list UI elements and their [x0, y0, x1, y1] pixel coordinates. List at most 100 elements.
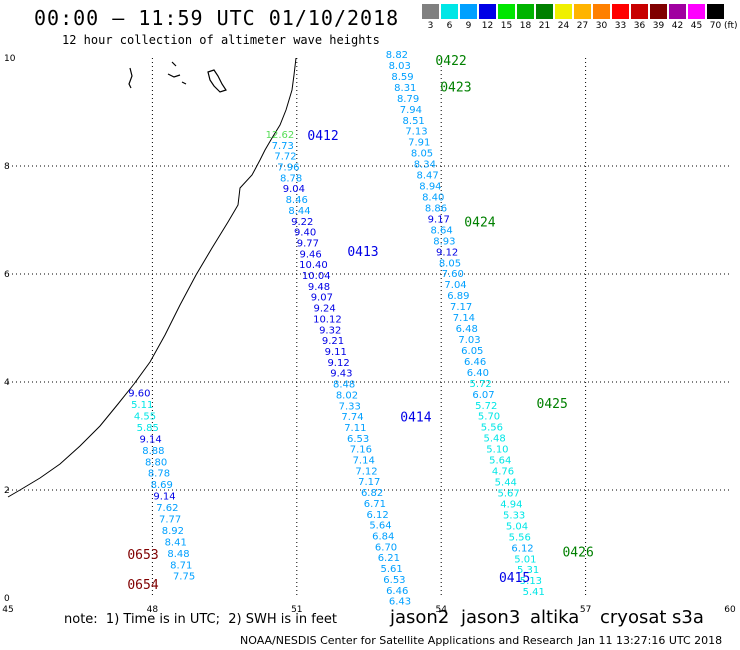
wave-height-value: 7.17	[358, 477, 380, 488]
wave-height-value: 7.14	[453, 313, 475, 324]
wave-height-value: 6.82	[361, 488, 383, 499]
wave-height-value: 8.48	[167, 549, 189, 560]
wave-height-value: 9.40	[294, 228, 316, 239]
wave-height-value: 8.93	[433, 236, 455, 247]
wave-height-value: 8.86	[425, 203, 447, 214]
wave-height-value: 6.12	[511, 543, 533, 554]
wave-height-value: 7.91	[408, 138, 430, 149]
wave-height-value: 5.70	[478, 412, 500, 423]
wave-height-value: 5.10	[486, 445, 508, 456]
wave-height-value: 6.43	[389, 597, 411, 608]
wave-height-value: 5.41	[523, 587, 545, 598]
colorbar-label: 45	[690, 21, 703, 31]
wave-height-value: 5.44	[495, 478, 517, 489]
wave-height-value: 4.76	[492, 467, 514, 478]
colorbar-label: 24	[557, 21, 570, 31]
wave-height-value: 7.75	[173, 572, 195, 583]
colorbar-label: 42	[671, 21, 684, 31]
wave-height-value: 9.24	[313, 304, 335, 315]
colorbar-label: 18	[519, 21, 532, 31]
generation-timestamp: Jan 11 13:27:16 UTC 2018	[578, 634, 723, 647]
wave-height-value: 7.16	[350, 445, 372, 456]
wave-height-value: 7.72	[274, 152, 296, 163]
lon-tick-label: 57	[580, 605, 591, 615]
wave-height-value: 7.13	[405, 127, 427, 138]
wave-height-value: 8.94	[419, 182, 441, 193]
wave-height-value: 7.62	[156, 503, 178, 514]
wave-height-value: 8.02	[336, 390, 358, 401]
wave-height-value: 8.79	[397, 94, 419, 105]
wave-height-value: 8.46	[286, 195, 308, 206]
wave-height-value: 9.32	[319, 325, 341, 336]
wave-height-value: 4.55	[134, 411, 156, 422]
wave-height-value: 7.12	[355, 466, 377, 477]
island-shape	[167, 61, 187, 85]
colorbar-swatch	[669, 4, 686, 19]
wave-height-value: 5.72	[470, 379, 492, 390]
pass-time-labels: 0422 0423 0412 0424 0413 0425 0414 0426 0415 0653…	[127, 54, 593, 593]
wave-height-value: 8.78	[148, 469, 170, 480]
credit-line: NOAA/NESDIS Center for Satellite Applica…	[240, 634, 574, 647]
colorbar-label: 33	[614, 21, 627, 31]
satellite-cryosat: cryosat	[600, 607, 667, 628]
wave-height-value: 5.67	[497, 488, 519, 499]
lat-tick-label: 4	[4, 378, 10, 388]
wave-height-value: 8.64	[430, 225, 452, 236]
colorbar-label: 39	[652, 21, 665, 31]
wave-height-value: 5.48	[483, 434, 505, 445]
colorbar-swatch	[593, 4, 610, 19]
wave-height-value: 8.05	[411, 149, 433, 160]
lat-tick-label: 6	[4, 270, 10, 280]
pass-time-label: 0653	[127, 548, 158, 563]
colorbar-swatch	[650, 4, 667, 19]
wave-height-value: 5.33	[503, 510, 525, 521]
colorbar-label: 27	[576, 21, 589, 31]
wave-height-value: 7.14	[353, 456, 375, 467]
wave-height-value: 5.01	[514, 554, 536, 565]
grid-lines	[8, 58, 730, 598]
pass-time-label: 0422	[435, 54, 466, 69]
colorbar-swatch	[498, 4, 515, 19]
wave-height-value: 7.11	[344, 423, 366, 434]
colorbar-swatch	[688, 4, 705, 19]
colorbar-label: 36	[633, 21, 646, 31]
pass-time-label: 0423	[440, 80, 471, 95]
colorbar-swatch	[460, 4, 477, 19]
colorbar-swatch	[479, 4, 496, 19]
wave-height-value: 6.12	[367, 510, 389, 521]
pass-time-label: 0424	[464, 215, 495, 230]
wave-height-value: 8.51	[403, 116, 425, 127]
wave-height-value: 5.64	[369, 521, 391, 532]
wave-height-value: 5.13	[520, 576, 542, 587]
lon-tick-label: 48	[147, 605, 159, 615]
wave-height-value: 6.84	[372, 532, 394, 543]
colorbar-swatch	[555, 4, 572, 19]
wave-height-value: 7.96	[277, 162, 299, 173]
wave-height-value: 8.05	[439, 258, 461, 269]
wave-height-value: 9.22	[291, 217, 313, 228]
wave-height-value: 10.04	[302, 271, 331, 282]
wave-height-value: 6.05	[461, 346, 483, 357]
coastline	[7, 57, 297, 498]
wave-height-value: 8.03	[389, 61, 411, 72]
satellite-jason3: jason3	[461, 607, 521, 628]
colorbar-label: 6	[446, 21, 453, 31]
lat-tick-label: 8	[4, 162, 10, 172]
axis-tick-labels: 45 48 51 54 57 60 0 2 4 6 8 10	[2, 54, 736, 615]
wave-height-value: 7.73	[272, 141, 294, 152]
pass-time-label: 0412	[307, 129, 338, 144]
colorbar-label: 21	[538, 21, 551, 31]
colorbar-label: 15	[500, 21, 513, 31]
colorbar-swatch	[631, 4, 648, 19]
satellite-jason2: jason2	[390, 607, 450, 628]
island-shape	[128, 67, 133, 89]
colorbar-swatch	[574, 4, 591, 19]
island-shape	[207, 69, 227, 93]
wave-height-value: 8.88	[142, 446, 164, 457]
wave-height-value: 7.94	[400, 105, 422, 116]
colorbar-unit: (ft)	[724, 21, 738, 31]
wave-height-value: 9.12	[327, 358, 349, 369]
wave-height-value: 9.46	[300, 249, 322, 260]
chart-title: 00:00 – 11:59 UTC 01/10/2018	[34, 6, 400, 30]
